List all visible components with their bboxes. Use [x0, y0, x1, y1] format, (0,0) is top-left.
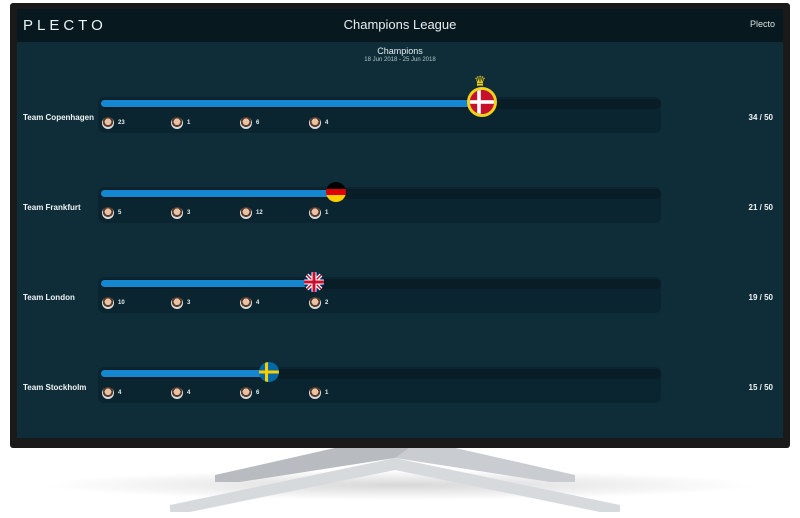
- team-name: Team Stockholm: [23, 383, 87, 392]
- avatar: [171, 387, 183, 399]
- avatar: [171, 117, 183, 129]
- member-score: 1: [325, 390, 329, 396]
- uk-flag-icon: [303, 272, 324, 292]
- member: 10: [102, 297, 125, 309]
- member: 23: [102, 117, 125, 129]
- member-score: 4: [256, 300, 260, 306]
- dashboard-title: Champions League: [343, 17, 457, 32]
- plecto-logo: PLECTO: [23, 17, 107, 34]
- avatar: [309, 297, 321, 309]
- progress-track: [101, 272, 661, 292]
- progress-track: [101, 362, 661, 382]
- member-score: 1: [187, 120, 191, 126]
- member-score: 4: [325, 120, 329, 126]
- avatar: [240, 297, 252, 309]
- progress-track: [101, 182, 661, 202]
- team-name: Team London: [23, 293, 75, 302]
- crown-icon: ♛: [473, 73, 487, 89]
- progress-fill: [101, 280, 314, 287]
- member: 4: [171, 387, 190, 399]
- screen: PLECTO Champions League Plecto Champions…: [17, 9, 783, 438]
- member: 3: [171, 207, 190, 219]
- member: 1: [309, 387, 328, 399]
- team-score: 34 / 50: [748, 113, 773, 122]
- team-row: Team Stockholm 4 4 6 1 15 / 50: [17, 362, 783, 407]
- member: 4: [240, 297, 259, 309]
- member: 1: [171, 117, 190, 129]
- avatar: [309, 387, 321, 399]
- team-score: 19 / 50: [748, 293, 773, 302]
- avatar: [102, 297, 114, 309]
- member-score: 3: [187, 300, 191, 306]
- avatar: [171, 297, 183, 309]
- avatar: [240, 387, 252, 399]
- member: 4: [102, 387, 121, 399]
- avatar: [309, 117, 321, 129]
- member-score: 1: [325, 210, 329, 216]
- competition-header: Champions 18 Jun 2018 - 25 Jun 2018: [17, 46, 783, 63]
- member-score: 3: [187, 210, 191, 216]
- progress-track: ♛: [101, 73, 661, 117]
- sweden-flag-icon: [259, 362, 279, 382]
- member: 5: [102, 207, 121, 219]
- team-row: Team London 10 3 4 2 19 / 50: [17, 272, 783, 317]
- member: 1: [309, 207, 328, 219]
- germany-flag-icon: [326, 182, 347, 202]
- team-row: Team Frankfurt 5 3 12 1 21 / 50: [17, 182, 783, 227]
- member-score: 2: [325, 300, 329, 306]
- tv-shadow: [40, 470, 760, 500]
- competition-name: Champions: [377, 46, 423, 56]
- member-score: 5: [118, 210, 122, 216]
- avatar: [171, 207, 183, 219]
- member-score: 6: [256, 120, 260, 126]
- tv-stand: [170, 440, 620, 512]
- team-score: 21 / 50: [748, 203, 773, 212]
- member: 12: [240, 207, 263, 219]
- avatar: [240, 117, 252, 129]
- team-name: Team Copenhagen: [23, 113, 94, 122]
- avatar: [102, 207, 114, 219]
- competition-dates: 18 Jun 2018 - 25 Jun 2018: [364, 57, 436, 63]
- avatar: [102, 117, 114, 129]
- member: 6: [240, 387, 259, 399]
- member-score: 23: [118, 120, 125, 126]
- denmark-flag-icon: [466, 87, 497, 117]
- member-score: 6: [256, 390, 260, 396]
- progress-fill: [101, 370, 269, 377]
- avatar: [240, 207, 252, 219]
- progress-fill: [101, 100, 482, 107]
- team-score: 15 / 50: [748, 383, 773, 392]
- member-score: 10: [118, 300, 125, 306]
- avatar: [102, 387, 114, 399]
- member: 2: [309, 297, 328, 309]
- member-score: 4: [187, 390, 191, 396]
- member-score: 12: [256, 210, 263, 216]
- avatar: [309, 207, 321, 219]
- member: 6: [240, 117, 259, 129]
- member: 3: [171, 297, 190, 309]
- progress-fill: [101, 190, 337, 197]
- team-row: Team Copenhagen ♛ 23 1 6 4 34 / 50: [17, 73, 783, 137]
- header: PLECTO Champions League Plecto: [17, 9, 783, 42]
- member-score: 4: [118, 390, 122, 396]
- member: 4: [309, 117, 328, 129]
- account-name: Plecto: [749, 19, 775, 29]
- team-name: Team Frankfurt: [23, 203, 81, 212]
